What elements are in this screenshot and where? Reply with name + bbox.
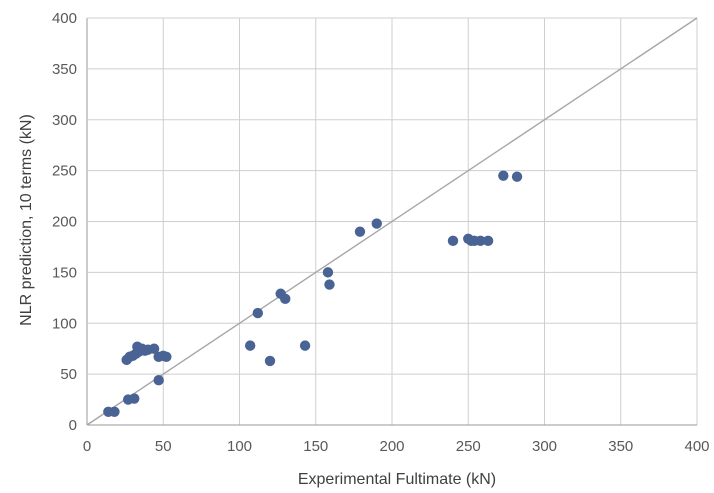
y-tick-label: 200 [52,214,77,231]
data-point [148,343,160,354]
y-tick-label: 50 [60,366,77,383]
y-axis-label: NLR prediction, 10 terms (kN) [18,114,35,326]
data-point [322,267,334,278]
y-tick-label: 350 [52,61,77,78]
x-tick-label: 0 [83,438,91,455]
data-point [498,170,509,181]
data-point [161,351,172,363]
data-point [244,340,256,351]
data-point [511,171,523,182]
data-point [264,355,276,367]
x-tick-label: 350 [608,438,633,455]
data-point [129,393,140,404]
x-tick-label: 150 [303,438,328,455]
y-tick-label: 300 [52,112,77,129]
y-tick-label: 0 [69,417,77,434]
x-tick-label: 300 [532,438,557,455]
y-tick-label: 100 [52,315,77,332]
x-tick-label: 50 [155,438,172,455]
data-point [280,293,291,305]
reference-line-group [86,17,698,426]
data-point [447,235,459,247]
data-point [153,375,164,386]
data-point [371,218,382,229]
data-point [252,307,263,319]
x-axis-label: Experimental Fultimate (kN) [298,471,496,488]
x-tick-label: 400 [684,438,709,455]
x-tick-label: 250 [456,438,481,455]
y-tick-label: 150 [52,264,77,281]
data-point [299,340,311,351]
data-point [109,406,120,417]
reference-line [86,17,698,426]
x-tick-label: 200 [379,438,404,455]
x-tick-label: 100 [227,438,252,455]
tick-labels: 0 50 100 150 200 250 300 350 400 0 50 100 150 200 250 3… [52,10,710,455]
data-point [354,226,366,237]
data-point [482,235,494,247]
y-tick-label: 400 [52,10,77,27]
data-point [475,235,486,247]
y-tick-label: 250 [52,163,77,180]
data-point [324,279,335,290]
data-points [103,170,523,417]
